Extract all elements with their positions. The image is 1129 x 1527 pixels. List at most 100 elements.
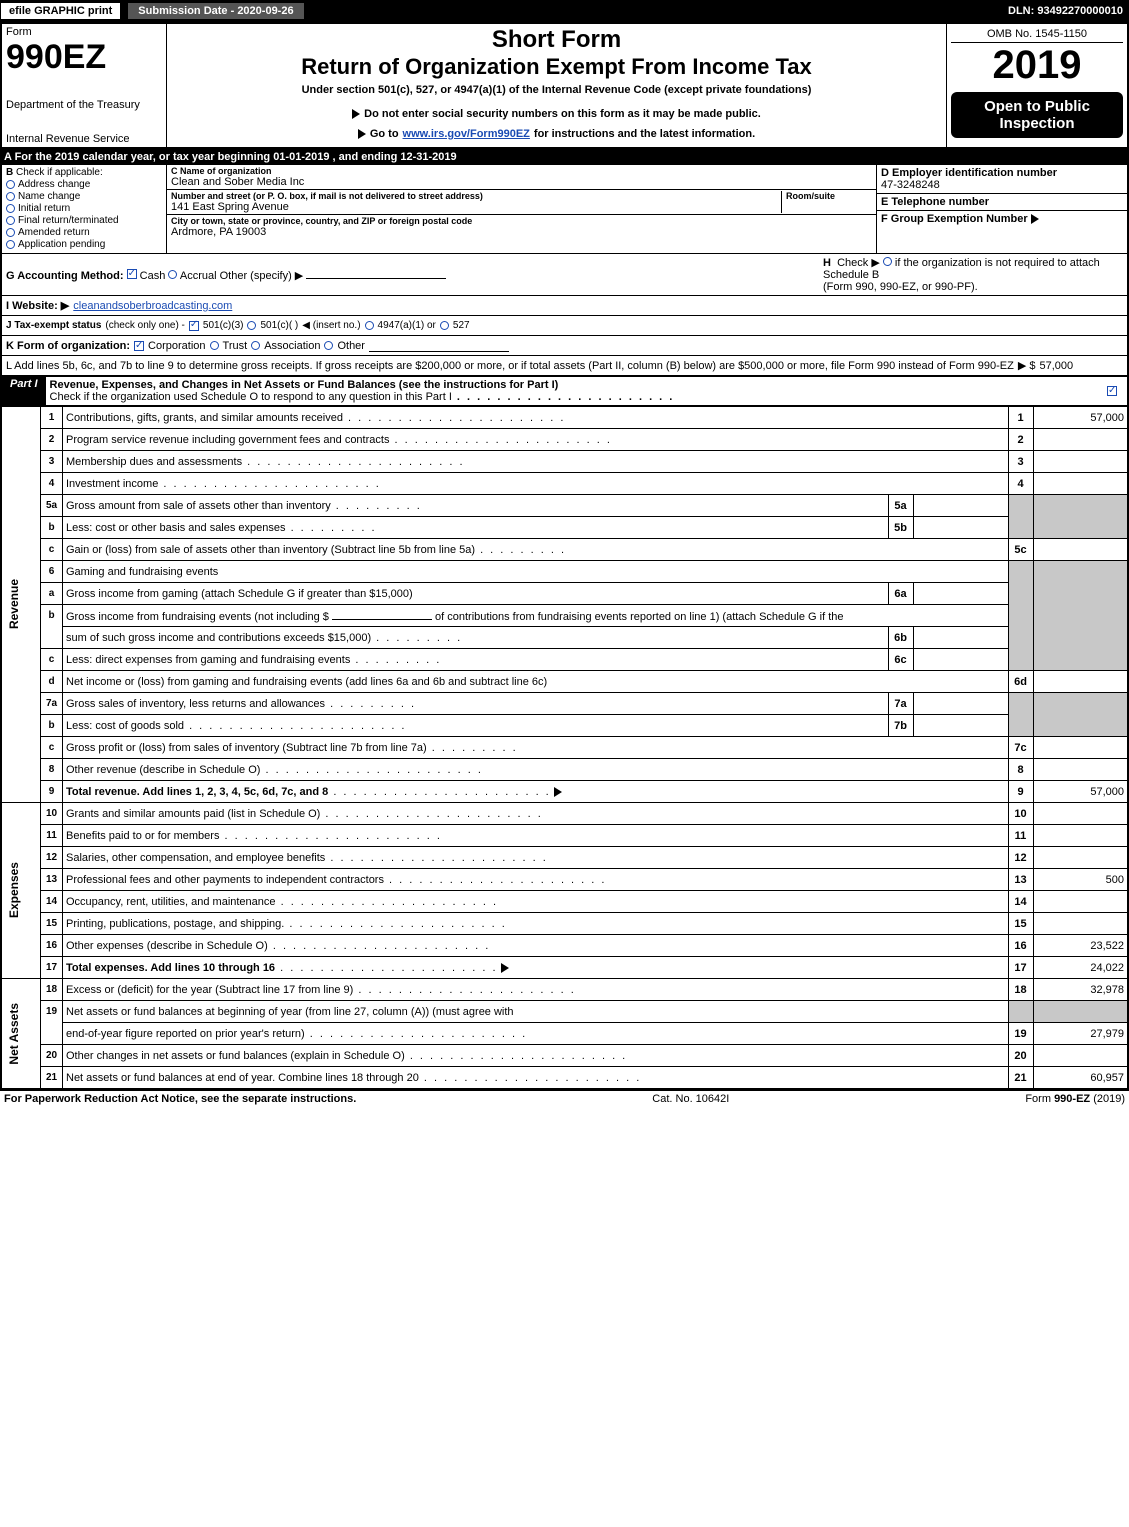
line-5a-intag: 5a xyxy=(888,495,913,517)
h-checkbox[interactable] xyxy=(883,257,892,266)
line-19-text1: Net assets or fund balances at beginning… xyxy=(63,1001,1009,1023)
line-5b-no: b xyxy=(41,517,63,539)
line-16-text: Other expenses (describe in Schedule O) xyxy=(66,940,490,952)
line-6b-intag: 6b xyxy=(888,627,913,649)
line-13-value: 500 xyxy=(1033,869,1128,891)
part1-table: Revenue 1 Contributions, gifts, grants, … xyxy=(0,406,1129,1089)
footer-mid: Cat. No. 10642I xyxy=(652,1093,729,1105)
address-change-checkbox[interactable] xyxy=(6,180,15,189)
line-8-tag: 8 xyxy=(1008,759,1033,781)
arrow-icon xyxy=(352,109,360,119)
part1-schedule-o-checkbox[interactable] xyxy=(1107,386,1117,396)
line-2-value xyxy=(1033,429,1128,451)
other-specify-input[interactable] xyxy=(306,267,446,279)
line-6b-text3: sum of such gross income and contributio… xyxy=(66,632,371,644)
app-pending-checkbox[interactable] xyxy=(6,240,15,249)
line-16-value: 23,522 xyxy=(1033,935,1128,957)
line-19-text2: end-of-year figure reported on prior yea… xyxy=(66,1028,527,1040)
page-footer: For Paperwork Reduction Act Notice, see … xyxy=(0,1089,1129,1107)
l-value: 57,000 xyxy=(1039,360,1073,372)
street-label: Number and street (or P. O. box, if mail… xyxy=(171,191,777,201)
part1-header: Part I Revenue, Expenses, and Changes in… xyxy=(0,376,1129,406)
i-website-row: I Website: ▶ cleanandsoberbroadcasting.c… xyxy=(0,296,1129,316)
accrual-label: Accrual xyxy=(180,270,217,282)
line-17-value: 24,022 xyxy=(1033,957,1128,979)
dln-label: DLN: 93492270000010 xyxy=(1002,5,1129,17)
line-5a-no: 5a xyxy=(41,495,63,517)
527-checkbox[interactable] xyxy=(440,321,449,330)
line-6a-text: Gross income from gaming (attach Schedul… xyxy=(63,583,889,605)
l-text: L Add lines 5b, 6c, and 7b to line 9 to … xyxy=(6,360,1014,372)
line-21-tag: 21 xyxy=(1008,1067,1033,1089)
line-14-no: 14 xyxy=(41,891,63,913)
ein-label: D Employer identification number xyxy=(881,167,1123,179)
h-text3: (Form 990, 990-EZ, or 990-PF). xyxy=(823,281,1123,293)
line-7b-no: b xyxy=(41,715,63,737)
line-6c-intag: 6c xyxy=(888,649,913,671)
line-10-tag: 10 xyxy=(1008,803,1033,825)
line-7a-text: Gross sales of inventory, less returns a… xyxy=(66,698,416,710)
line-2-no: 2 xyxy=(41,429,63,451)
501c3-checkbox[interactable] xyxy=(189,321,199,331)
final-return-checkbox[interactable] xyxy=(6,216,15,225)
line-6b-amount-input[interactable] xyxy=(332,608,432,620)
line-19-no: 19 xyxy=(41,1001,63,1023)
4947-checkbox[interactable] xyxy=(365,321,374,330)
line-6c-text: Less: direct expenses from gaming and fu… xyxy=(66,654,441,666)
trust-label: Trust xyxy=(223,340,248,352)
do-not-ssn-text: Do not enter social security numbers on … xyxy=(364,108,761,120)
line-10-no: 10 xyxy=(41,803,63,825)
line-9-no: 9 xyxy=(41,781,63,803)
line-7c-value xyxy=(1033,737,1128,759)
501c-checkbox[interactable] xyxy=(247,321,256,330)
line-18-tag: 18 xyxy=(1008,979,1033,1001)
l-gross-receipts-row: L Add lines 5b, 6c, and 7b to line 9 to … xyxy=(0,356,1129,376)
revenue-section-label: Revenue xyxy=(5,577,23,631)
corp-checkbox[interactable] xyxy=(134,341,144,351)
omb-number: OMB No. 1545-1150 xyxy=(951,26,1123,43)
tax-year-line: A For the 2019 calendar year, or tax yea… xyxy=(0,149,1129,165)
line-5a-text: Gross amount from sale of assets other t… xyxy=(66,500,422,512)
line-7a-no: 7a xyxy=(41,693,63,715)
part1-tag: Part I xyxy=(2,376,46,406)
irs-link[interactable]: www.irs.gov/Form990EZ xyxy=(403,128,530,140)
line-5b-inval xyxy=(913,517,1008,539)
line-18-text: Excess or (deficit) for the year (Subtra… xyxy=(66,984,576,996)
room-label: Room/suite xyxy=(786,191,872,201)
line-6-no: 6 xyxy=(41,561,63,583)
527-label: 527 xyxy=(453,320,470,331)
g-label: G Accounting Method: xyxy=(6,270,124,282)
line-12-text: Salaries, other compensation, and employ… xyxy=(66,852,548,864)
initial-return-checkbox[interactable] xyxy=(6,204,15,213)
other-org-checkbox[interactable] xyxy=(324,341,333,350)
line-11-tag: 11 xyxy=(1008,825,1033,847)
efile-print-button[interactable]: efile GRAPHIC print xyxy=(0,2,121,20)
group-exemption-label: F Group Exemption Number xyxy=(881,213,1028,225)
assoc-checkbox[interactable] xyxy=(251,341,260,350)
city-value: Ardmore, PA 19003 xyxy=(171,226,872,238)
j-note: (check only one) - xyxy=(105,320,184,331)
line-7c-no: c xyxy=(41,737,63,759)
line-8-no: 8 xyxy=(41,759,63,781)
name-change-checkbox[interactable] xyxy=(6,192,15,201)
4947-label: 4947(a)(1) or xyxy=(378,320,436,331)
net-assets-section-label: Net Assets xyxy=(5,1001,23,1067)
line-7a-intag: 7a xyxy=(888,693,913,715)
trust-checkbox[interactable] xyxy=(210,341,219,350)
app-pending-label: Application pending xyxy=(18,239,105,250)
line-7c-tag: 7c xyxy=(1008,737,1033,759)
line-1-text: Contributions, gifts, grants, and simila… xyxy=(66,412,565,424)
arrow-icon xyxy=(1031,214,1039,224)
line-15-no: 15 xyxy=(41,913,63,935)
top-bar: efile GRAPHIC print Submission Date - 20… xyxy=(0,0,1129,22)
h-label: H xyxy=(823,257,831,269)
line-15-value xyxy=(1033,913,1128,935)
other-org-input[interactable] xyxy=(369,340,509,352)
line-14-text: Occupancy, rent, utilities, and maintena… xyxy=(66,896,498,908)
website-link[interactable]: cleanandsoberbroadcasting.com xyxy=(73,300,232,312)
line-21-no: 21 xyxy=(41,1067,63,1089)
amended-return-checkbox[interactable] xyxy=(6,228,15,237)
cash-checkbox[interactable] xyxy=(127,269,137,279)
line-15-tag: 15 xyxy=(1008,913,1033,935)
accrual-checkbox[interactable] xyxy=(168,270,177,279)
